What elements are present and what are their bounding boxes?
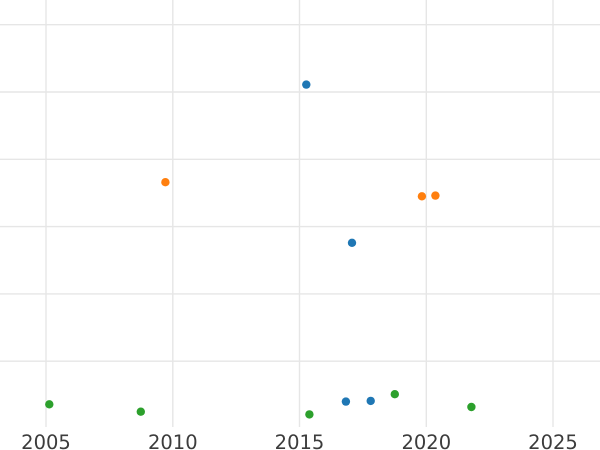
data-point-orange-series <box>161 178 170 187</box>
data-point-blue-series <box>347 238 357 247</box>
x-axis-tick-label: 2010 <box>148 431 198 450</box>
data-point-blue-series <box>341 397 351 406</box>
data-point-green-series <box>136 407 145 416</box>
data-point-blue-series <box>302 80 311 89</box>
x-axis-tick-label: 2020 <box>401 431 451 450</box>
data-point-blue-series <box>366 396 375 406</box>
x-axis-tick-label: 2005 <box>21 431 71 450</box>
data-point-orange-series <box>431 191 440 200</box>
data-point-orange-series <box>417 192 427 201</box>
x-axis-tick-label: 2025 <box>528 431 578 450</box>
data-point-green-series <box>305 410 314 419</box>
x-axis-tick-label: 2015 <box>275 431 325 450</box>
data-point-green-series <box>45 400 54 409</box>
data-point-green-series <box>390 390 399 399</box>
data-point-green-series <box>467 402 476 412</box>
